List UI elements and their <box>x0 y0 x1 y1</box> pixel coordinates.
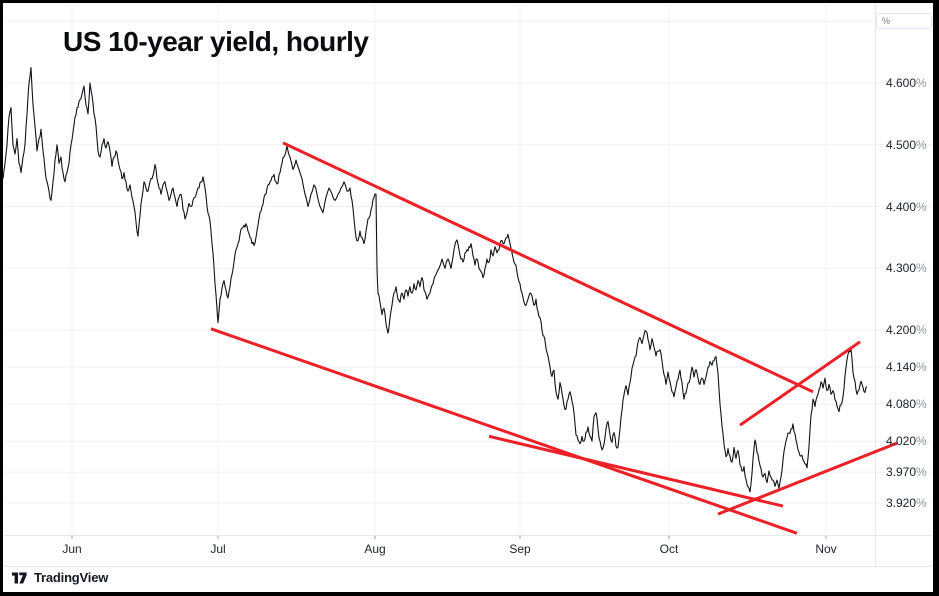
price-axis-label: 4.200% <box>886 323 927 338</box>
time-axis-label: Sep <box>509 542 531 556</box>
price-axis-label: 4.400% <box>886 199 927 214</box>
time-axis[interactable]: Jun Jul Aug Sep Oct Nov <box>0 535 876 566</box>
price-axis-label: 4.020% <box>886 434 927 449</box>
trendline-rising-resistance[interactable] <box>739 340 861 427</box>
tradingview-brand-label: TradingView <box>34 570 109 585</box>
price-axis-label: 4.080% <box>886 397 927 412</box>
time-axis-label: Jun <box>62 542 82 556</box>
axis-unit-button[interactable]: % <box>876 13 932 29</box>
trendline-channel-bottom[interactable] <box>210 327 798 535</box>
trendline-channel-top[interactable] <box>282 141 814 394</box>
tradingview-logo[interactable]: TradingView <box>12 570 108 585</box>
trendline-wedge-lower[interactable] <box>488 434 784 508</box>
time-axis-label: Oct <box>659 542 679 556</box>
time-axis-label: Nov <box>815 542 837 556</box>
trendline-rising-support[interactable] <box>717 441 898 516</box>
time-axis-label: Aug <box>364 542 386 556</box>
tradingview-mark-icon <box>12 572 27 583</box>
price-axis-label: 4.140% <box>886 360 927 375</box>
price-line-series <box>2 67 868 493</box>
time-axis-label: Jul <box>210 542 226 556</box>
price-axis-label: 4.600% <box>886 76 927 90</box>
percent-unit-label: % <box>882 16 891 26</box>
price-axis-label: 4.500% <box>886 137 927 152</box>
price-axis-label: 3.920% <box>886 496 927 510</box>
price-axis-label: 3.970% <box>886 465 927 480</box>
price-axis-label: 4.300% <box>886 261 927 276</box>
price-axis[interactable]: % 4.600% 4.500% 4.400% 4.300% 4.200% 4.140% 4.… <box>876 2 933 566</box>
chart-title: US 10-year yield, hourly <box>63 26 369 57</box>
